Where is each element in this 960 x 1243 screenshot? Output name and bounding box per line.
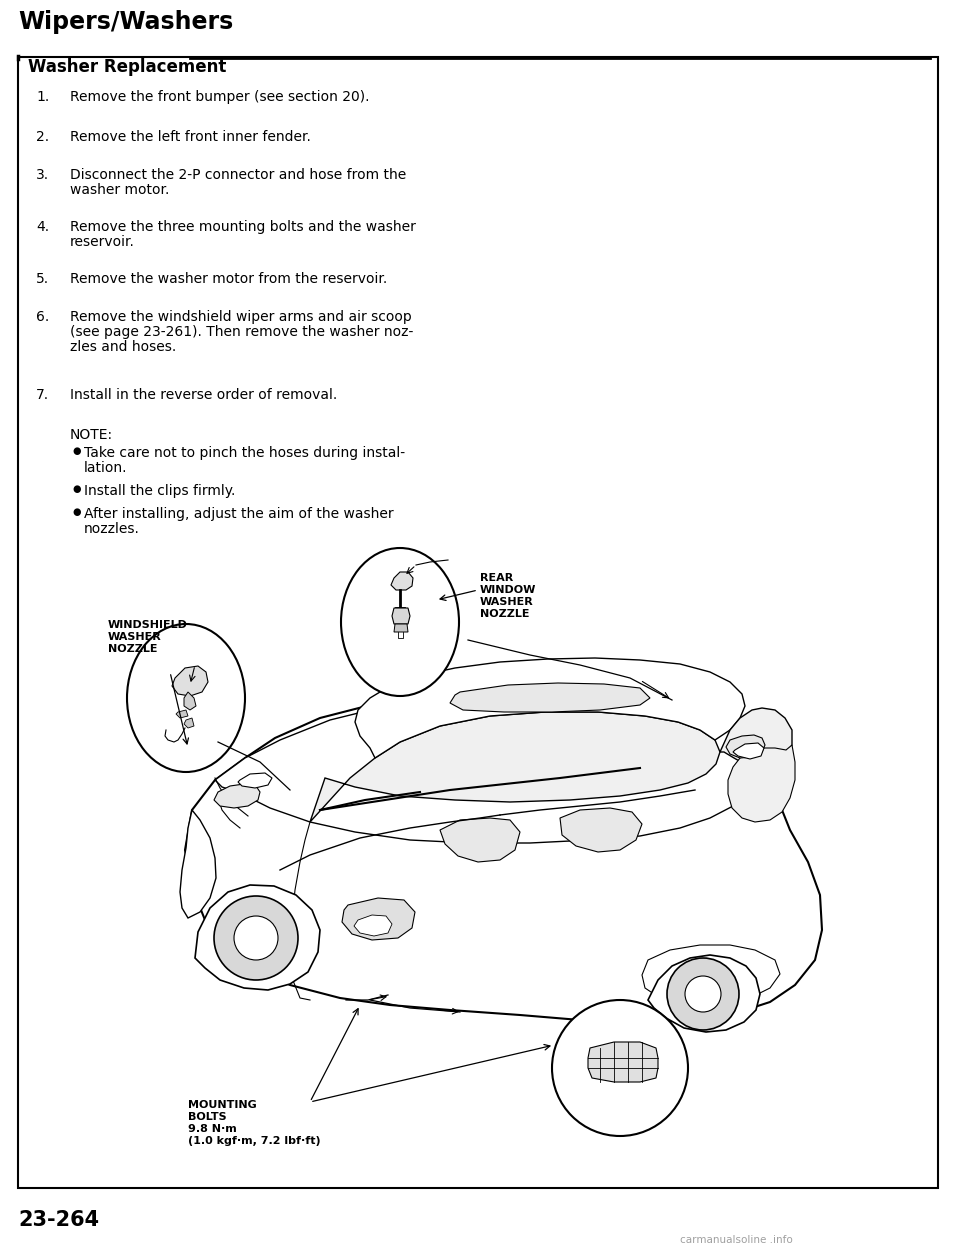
Text: REAR: REAR xyxy=(480,573,514,583)
Text: Wipers/Washers: Wipers/Washers xyxy=(18,10,233,34)
Polygon shape xyxy=(184,718,194,728)
Text: 4.: 4. xyxy=(36,220,49,234)
Polygon shape xyxy=(354,915,392,936)
Polygon shape xyxy=(648,955,760,1032)
Text: 2.: 2. xyxy=(36,131,49,144)
Circle shape xyxy=(234,916,278,960)
Polygon shape xyxy=(355,658,745,758)
Polygon shape xyxy=(450,682,650,712)
Text: WASHER: WASHER xyxy=(108,631,161,641)
Text: 5.: 5. xyxy=(36,272,49,286)
Polygon shape xyxy=(726,735,765,758)
Text: MOUNTING: MOUNTING xyxy=(188,1100,256,1110)
Text: BOLTS: BOLTS xyxy=(188,1112,227,1122)
Polygon shape xyxy=(172,666,208,696)
Polygon shape xyxy=(195,885,320,989)
Text: Remove the left front inner fender.: Remove the left front inner fender. xyxy=(70,131,311,144)
Polygon shape xyxy=(391,572,413,590)
Polygon shape xyxy=(394,624,408,631)
Text: 9.8 N·m: 9.8 N·m xyxy=(188,1124,237,1134)
Text: nozzles.: nozzles. xyxy=(84,522,140,536)
Text: Remove the front bumper (see section 20).: Remove the front bumper (see section 20)… xyxy=(70,89,370,104)
Circle shape xyxy=(214,896,298,979)
Ellipse shape xyxy=(127,624,245,772)
Circle shape xyxy=(552,1001,688,1136)
Text: washer motor.: washer motor. xyxy=(70,183,169,196)
Text: zles and hoses.: zles and hoses. xyxy=(70,341,177,354)
Text: 1.: 1. xyxy=(36,89,49,104)
Text: After installing, adjust the aim of the washer: After installing, adjust the aim of the … xyxy=(84,507,394,521)
Text: Remove the washer motor from the reservoir.: Remove the washer motor from the reservo… xyxy=(70,272,387,286)
Polygon shape xyxy=(185,686,822,1022)
Text: NOZZLE: NOZZLE xyxy=(480,609,530,619)
Text: ●: ● xyxy=(72,507,81,517)
Text: 7.: 7. xyxy=(36,388,49,401)
Circle shape xyxy=(685,976,721,1012)
Text: carmanualsoline .info: carmanualsoline .info xyxy=(680,1236,793,1243)
Polygon shape xyxy=(588,1042,658,1081)
Text: ●: ● xyxy=(72,446,81,456)
Polygon shape xyxy=(720,709,792,768)
Polygon shape xyxy=(342,897,415,940)
Text: Disconnect the 2-P connector and hose from the: Disconnect the 2-P connector and hose fr… xyxy=(70,168,406,181)
Text: 3.: 3. xyxy=(36,168,49,181)
Text: Install in the reverse order of removal.: Install in the reverse order of removal. xyxy=(70,388,337,401)
Polygon shape xyxy=(180,810,216,919)
Text: Remove the three mounting bolts and the washer: Remove the three mounting bolts and the … xyxy=(70,220,416,234)
Circle shape xyxy=(667,958,739,1030)
Text: reservoir.: reservoir. xyxy=(70,235,134,249)
Text: Washer Replacement: Washer Replacement xyxy=(28,58,227,76)
Polygon shape xyxy=(184,692,196,710)
Text: (1.0 kgf·m, 7.2 lbf·ft): (1.0 kgf·m, 7.2 lbf·ft) xyxy=(188,1136,321,1146)
Polygon shape xyxy=(310,712,720,822)
Polygon shape xyxy=(728,745,795,822)
Text: WINDSHIELD: WINDSHIELD xyxy=(108,620,188,630)
Text: WASHER: WASHER xyxy=(480,597,534,607)
Polygon shape xyxy=(214,784,260,808)
Text: (see page 23-261). Then remove the washer noz-: (see page 23-261). Then remove the washe… xyxy=(70,324,414,339)
Text: Remove the windshield wiper arms and air scoop: Remove the windshield wiper arms and air… xyxy=(70,310,412,324)
Text: 6.: 6. xyxy=(36,310,49,324)
Text: Take care not to pinch the hoses during instal-: Take care not to pinch the hoses during … xyxy=(84,446,405,460)
Ellipse shape xyxy=(341,548,459,696)
Polygon shape xyxy=(642,945,780,1006)
Polygon shape xyxy=(392,608,410,624)
Text: NOTE:: NOTE: xyxy=(70,428,113,443)
Polygon shape xyxy=(176,710,188,718)
Text: NOZZLE: NOZZLE xyxy=(108,644,157,654)
Polygon shape xyxy=(238,773,272,788)
Text: Install the clips firmly.: Install the clips firmly. xyxy=(84,484,235,498)
Text: WINDOW: WINDOW xyxy=(480,585,537,595)
Polygon shape xyxy=(733,743,764,759)
Text: lation.: lation. xyxy=(84,461,128,475)
Text: 23-264: 23-264 xyxy=(18,1209,99,1231)
Text: ●: ● xyxy=(72,484,81,493)
Polygon shape xyxy=(215,690,755,843)
Polygon shape xyxy=(440,818,520,861)
Polygon shape xyxy=(560,808,642,851)
